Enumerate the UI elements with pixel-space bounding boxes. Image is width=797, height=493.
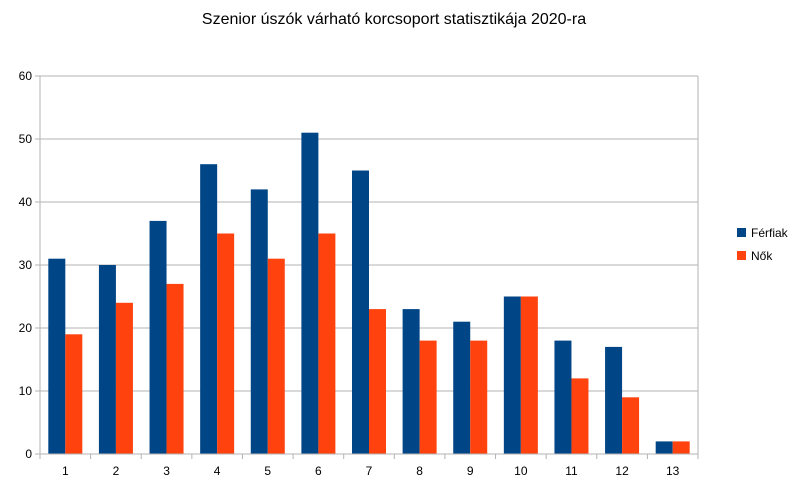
x-axis-ticks: 1 2 3 4 5 6 7 8 9 10 11 12 13	[39, 454, 699, 478]
bar-ferfiak-10	[503, 296, 521, 454]
bar-nok-13	[672, 441, 690, 454]
y-tick-label: 50	[19, 132, 33, 146]
y-tick-label: 20	[19, 321, 33, 335]
y-tick-label: 60	[19, 69, 33, 83]
legend-label: Férfiak	[751, 226, 789, 240]
y-tick-label: 10	[19, 384, 33, 398]
bar-nok-11	[571, 378, 589, 454]
legend: Férfiak Nők	[737, 226, 789, 263]
x-tick-label: 4	[214, 464, 221, 478]
bar-nok-2	[115, 302, 133, 454]
bar-nok-5	[267, 258, 285, 454]
bar-nok-4	[217, 233, 235, 454]
bar-ferfiak-11	[554, 340, 572, 454]
y-tick-label: 0	[25, 447, 32, 461]
bar-ferfiak-6	[301, 132, 319, 454]
x-tick-label: 8	[416, 464, 423, 478]
x-tick-label: 11	[565, 464, 578, 478]
x-tick-label: 12	[615, 464, 629, 478]
bar-ferfiak-5	[250, 189, 268, 454]
axes	[39, 76, 698, 455]
legend-swatch	[737, 228, 746, 237]
x-tick-label: 10	[514, 464, 528, 478]
x-tick-label: 6	[315, 464, 322, 478]
y-axis-ticks: 0 10 20 30 40 50 60	[19, 69, 40, 461]
legend-label: Nők	[751, 249, 773, 263]
bars	[48, 132, 690, 454]
bar-ferfiak-12	[605, 346, 623, 454]
bar-ferfiak-3	[149, 220, 167, 454]
bar-ferfiak-4	[200, 164, 218, 454]
bar-ferfiak-13	[655, 441, 673, 454]
bar-nok-8	[419, 340, 437, 454]
legend-swatch	[737, 251, 746, 260]
chart-title: Szenior úszók várható korcsoport statisz…	[202, 11, 586, 28]
bar-ferfiak-2	[98, 265, 116, 454]
bar-nok-12	[622, 397, 640, 454]
y-tick-label: 40	[19, 195, 33, 209]
x-tick-label: 1	[62, 464, 69, 478]
x-tick-label: 9	[467, 464, 474, 478]
bar-nok-7	[369, 309, 386, 454]
y-tick-label: 30	[19, 258, 33, 272]
x-tick-label: 13	[666, 464, 680, 478]
x-tick-label: 3	[163, 464, 170, 478]
x-tick-label: 7	[366, 464, 373, 478]
bar-ferfiak-8	[402, 309, 420, 454]
bar-ferfiak-9	[453, 321, 471, 454]
bar-nok-10	[520, 296, 538, 454]
bar-nok-3	[166, 283, 184, 454]
x-tick-label: 5	[264, 464, 271, 478]
bar-nok-9	[470, 340, 488, 454]
x-tick-label: 2	[113, 464, 120, 478]
bar-nok-6	[318, 233, 336, 454]
bar-nok-1	[65, 334, 83, 454]
bar-ferfiak-7	[352, 170, 369, 454]
bar-ferfiak-1	[48, 258, 66, 454]
